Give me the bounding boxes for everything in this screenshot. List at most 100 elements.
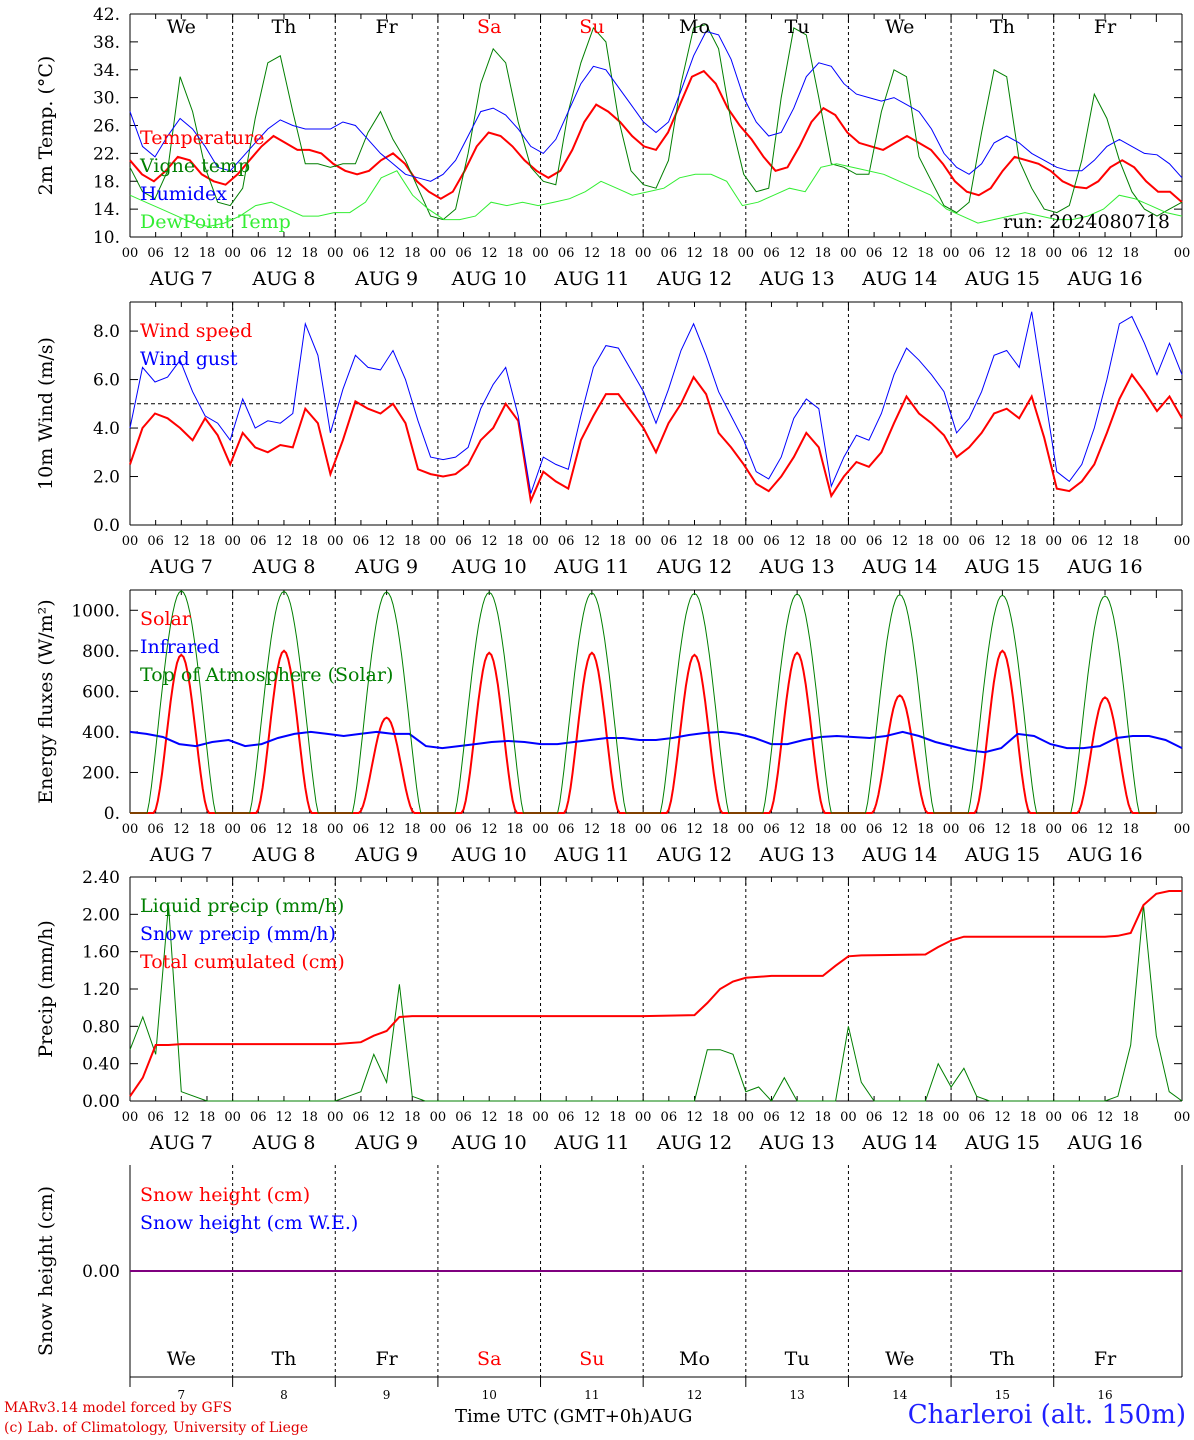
energy-hour-label: 00 — [532, 822, 549, 837]
precip-hour-label: 18 — [712, 1110, 729, 1125]
wind-hour-label: 00 — [738, 534, 755, 549]
energy-hour-label: 12 — [276, 822, 293, 837]
temperature-hour-label: 00 — [943, 246, 960, 261]
wind-hour-label: 00 — [224, 534, 241, 549]
energy-y-tick-label: 200. — [82, 763, 120, 783]
energy-y-tick-label: 800. — [82, 642, 120, 662]
day-name-bottom: Th — [990, 1348, 1015, 1370]
temperature-date-label: AUG 14 — [861, 268, 937, 290]
temperature-hour-label: 18 — [815, 246, 832, 261]
temperature-hour-label: 18 — [1020, 246, 1037, 261]
energy-hour-label: 18 — [1020, 822, 1037, 837]
precip-hour-label: 12 — [276, 1110, 293, 1125]
energy-series-line — [130, 590, 1157, 814]
precip-hour-label: 06 — [661, 1110, 678, 1125]
precip-y-tick-label: 1.20 — [82, 980, 120, 1000]
wind-hour-label: 12 — [994, 534, 1011, 549]
precip-date-label: AUG 12 — [656, 1132, 732, 1154]
wind-y-tick-label: 4.0 — [93, 419, 120, 439]
energy-hour-label: 18 — [301, 822, 318, 837]
wind-hour-label: 06 — [763, 534, 780, 549]
precip-y-tick-label: 2.00 — [82, 905, 120, 925]
energy-date-label: AUG 12 — [656, 844, 732, 866]
energy-hour-label: 06 — [250, 822, 267, 837]
wind-hour-label: 06 — [147, 534, 164, 549]
credit-model: MARv3.14 model forced by GFS — [4, 1400, 233, 1416]
wind-hour-label: 12 — [789, 534, 806, 549]
wind-hour-label: 00 — [327, 534, 344, 549]
precip-hour-label: 00 — [635, 1110, 652, 1125]
precip-date-label: AUG 7 — [149, 1132, 213, 1154]
precip-hour-label: 12 — [481, 1110, 498, 1125]
energy-hour-label: 06 — [455, 822, 472, 837]
temperature-date-label: AUG 12 — [656, 268, 732, 290]
wind-legend-entry: Wind gust — [140, 348, 238, 370]
day-number: 8 — [280, 1388, 288, 1402]
wind-series-line — [129, 372, 1183, 505]
wind-date-label: AUG 7 — [149, 556, 213, 578]
temperature-hour-label: 06 — [763, 246, 780, 261]
temperature-hour-label: 00 — [840, 246, 857, 261]
temperature-date-label: AUG 13 — [759, 268, 835, 290]
precip-hour-label: 18 — [507, 1110, 524, 1125]
energy-hour-label: 00 — [1045, 822, 1062, 837]
wind-y-label: 10m Wind (m/s) — [35, 337, 57, 490]
precip-hour-label: 00 — [122, 1110, 139, 1125]
temperature-hour-label: 06 — [866, 246, 883, 261]
temperature-hour-label: 18 — [199, 246, 216, 261]
energy-hour-label: 00 — [430, 822, 447, 837]
wind-date-label: AUG 9 — [354, 556, 418, 578]
day-name-top: Su — [579, 16, 604, 38]
temperature-legend-entry: DewPoint Temp — [140, 211, 291, 233]
precip-hour-label: 00 — [532, 1110, 549, 1125]
day-name-top: We — [167, 16, 196, 38]
energy-legend-entry: Solar — [140, 608, 192, 630]
snow-y-label: Snow height (cm) — [35, 1186, 57, 1356]
temperature-y-tick-label: 38. — [93, 33, 120, 53]
energy-y-label: Energy fluxes (W/m²) — [35, 599, 57, 803]
precip-hour-label: 00 — [224, 1110, 241, 1125]
wind-hour-label: 18 — [609, 534, 626, 549]
wind-hour-label: 12 — [481, 534, 498, 549]
temperature-hour-label: 06 — [250, 246, 267, 261]
temperature-hour-label: 12 — [1097, 246, 1114, 261]
snow-y-tick-label: 0.00 — [82, 1262, 120, 1282]
precip-date-label: AUG 8 — [251, 1132, 315, 1154]
precip-hour-label: 06 — [558, 1110, 575, 1125]
precip-y-label: Precip (mm/h) — [35, 920, 57, 1058]
energy-hour-label: 12 — [584, 822, 601, 837]
temperature-hour-label: 12 — [994, 246, 1011, 261]
energy-date-label: AUG 10 — [451, 844, 527, 866]
energy-hour-label: 06 — [661, 822, 678, 837]
precip-hour-label: 06 — [1071, 1110, 1088, 1125]
wind-date-label: AUG 8 — [251, 556, 315, 578]
wind-y-tick-label: 8.0 — [93, 322, 120, 342]
energy-y-tick-label: 0. — [104, 804, 120, 824]
precip-hour-label: 06 — [147, 1110, 164, 1125]
precip-y-tick-label: 2.40 — [82, 868, 120, 888]
temperature-y-tick-label: 42. — [93, 5, 120, 25]
energy-hour-label: 06 — [968, 822, 985, 837]
temperature-hour-label: 18 — [507, 246, 524, 261]
temperature-hour-label: 12 — [378, 246, 395, 261]
precip-hour-label: 18 — [301, 1110, 318, 1125]
temperature-hour-label: 18 — [404, 246, 421, 261]
precip-hour-label: 00 — [1174, 1110, 1191, 1125]
energy-hour-label: 00 — [1174, 822, 1191, 837]
precip-hour-label: 00 — [840, 1110, 857, 1125]
day-name-top: Fr — [1094, 16, 1117, 38]
day-number: 14 — [892, 1388, 908, 1402]
wind-hour-label: 18 — [917, 534, 934, 549]
temperature-hour-label: 12 — [891, 246, 908, 261]
run-label: run: 2024080718 — [1003, 211, 1170, 233]
wind-hour-label: 12 — [173, 534, 190, 549]
temperature-hour-label: 12 — [584, 246, 601, 261]
precip-hour-label: 00 — [943, 1110, 960, 1125]
temperature-hour-label: 18 — [301, 246, 318, 261]
precip-date-label: AUG 10 — [451, 1132, 527, 1154]
day-name-bottom: We — [167, 1348, 196, 1370]
temperature-y-tick-label: 34. — [93, 61, 120, 81]
precip-hour-label: 18 — [1020, 1110, 1037, 1125]
energy-hour-label: 00 — [943, 822, 960, 837]
energy-hour-label: 06 — [763, 822, 780, 837]
